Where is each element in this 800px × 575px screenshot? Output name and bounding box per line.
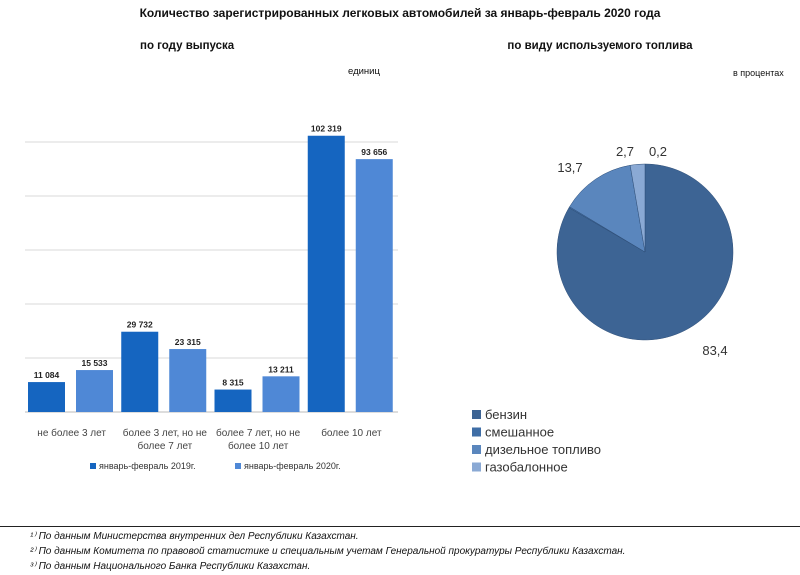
pie-slice [556, 163, 734, 341]
bar-chart-title: по году выпуска [140, 40, 235, 52]
bar-chart-unit: единиц [348, 66, 380, 77]
pie-label: 0,2 [649, 144, 667, 159]
bar [28, 382, 65, 412]
pie-label: 2,7 [616, 144, 634, 159]
data-label: 8 315 [222, 378, 244, 388]
bar [214, 389, 252, 412]
legend-label: январь-февраль 2019г. [99, 461, 196, 471]
bar [355, 159, 393, 412]
data-label: 15 533 [82, 358, 108, 368]
legend-swatch [90, 463, 96, 469]
data-label: 102 319 [311, 124, 342, 134]
legend-label: январь-февраль 2020г. [244, 461, 341, 471]
data-label: 23 315 [175, 337, 201, 347]
legend-swatch [235, 463, 241, 469]
bar [307, 135, 345, 412]
pie-label: 13,7 [557, 160, 582, 175]
pie-chart-title: по виду используемого топлива [507, 40, 693, 52]
category-label: не более 3 лет [37, 427, 106, 439]
legend-label: газобалонное [485, 460, 568, 475]
category-label: более 3 лет, но не [123, 427, 208, 439]
bar [169, 349, 207, 412]
legend-label: дизельное топливо [485, 442, 601, 457]
pie-chart-unit: в процентах [733, 68, 784, 78]
category-label: более 10 лет [321, 427, 382, 439]
data-label: 29 732 [127, 320, 153, 330]
pie-slice [569, 164, 646, 253]
pie-slice [629, 163, 646, 253]
legend-swatch [472, 410, 481, 419]
data-label: 13 211 [268, 364, 294, 374]
category-label: более 7 лет, но не [216, 427, 301, 439]
legend-swatch [472, 427, 481, 437]
legend-swatch [472, 445, 481, 454]
footnote-1: ¹⁾ По данным Министерства внутренних дел… [30, 531, 359, 542]
footnote-2: ²⁾ По данным Комитета по правовой статис… [30, 546, 626, 557]
data-label: 93 656 [361, 147, 387, 157]
category-label: более 7 лет [137, 440, 192, 452]
page-title: Количество зарегистрированных легковых а… [139, 6, 661, 20]
footnote-divider [0, 526, 800, 527]
footnote-3: ³⁾ По данным Национального Банка Республ… [30, 561, 311, 572]
bar [76, 370, 113, 412]
data-label: 11 084 [34, 370, 60, 380]
legend-label: смешанное [485, 425, 554, 440]
bar [262, 376, 300, 412]
category-label: более 10 лет [228, 440, 289, 452]
legend-swatch [472, 462, 481, 472]
legend-label: бензин [485, 407, 527, 422]
bar [121, 331, 159, 412]
charts-canvas: 11 084 15 533 не более 3 лет 29 732 23 315 бо… [25, 124, 734, 475]
pie-label: 83,4 [702, 343, 727, 358]
